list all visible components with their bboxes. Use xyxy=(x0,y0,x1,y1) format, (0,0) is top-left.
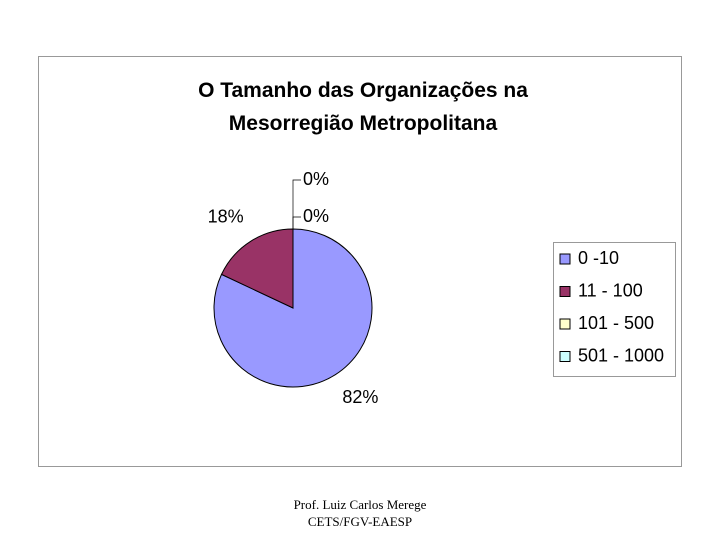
legend-box xyxy=(553,242,676,377)
chart-title: O Tamanho das Organizações na Mesorregiã… xyxy=(198,79,528,135)
data-label: 18% xyxy=(208,206,244,226)
legend-swatch xyxy=(559,286,571,297)
leader-line xyxy=(292,179,301,229)
legend-swatch xyxy=(559,351,571,362)
footer-line: Prof. Luiz Carlos Merege xyxy=(293,497,427,512)
footer: Prof. Luiz Carlos Merege CETS/FGV-EAESP xyxy=(0,496,720,530)
legend-swatch xyxy=(559,253,571,265)
legend-label: 11 - 100 xyxy=(578,280,643,300)
legend-label: 101 - 500 xyxy=(578,313,654,333)
legend-label: 501 - 1000 xyxy=(578,345,664,365)
legend-label: 0 -10 xyxy=(578,248,619,268)
data-label: 0% xyxy=(303,169,329,189)
data-label: 82% xyxy=(342,387,378,407)
pie-slice xyxy=(220,228,294,309)
footer-line: CETS/FGV-EAESP xyxy=(307,514,413,529)
data-label: 0% xyxy=(303,206,329,226)
legend-swatch xyxy=(559,318,571,330)
